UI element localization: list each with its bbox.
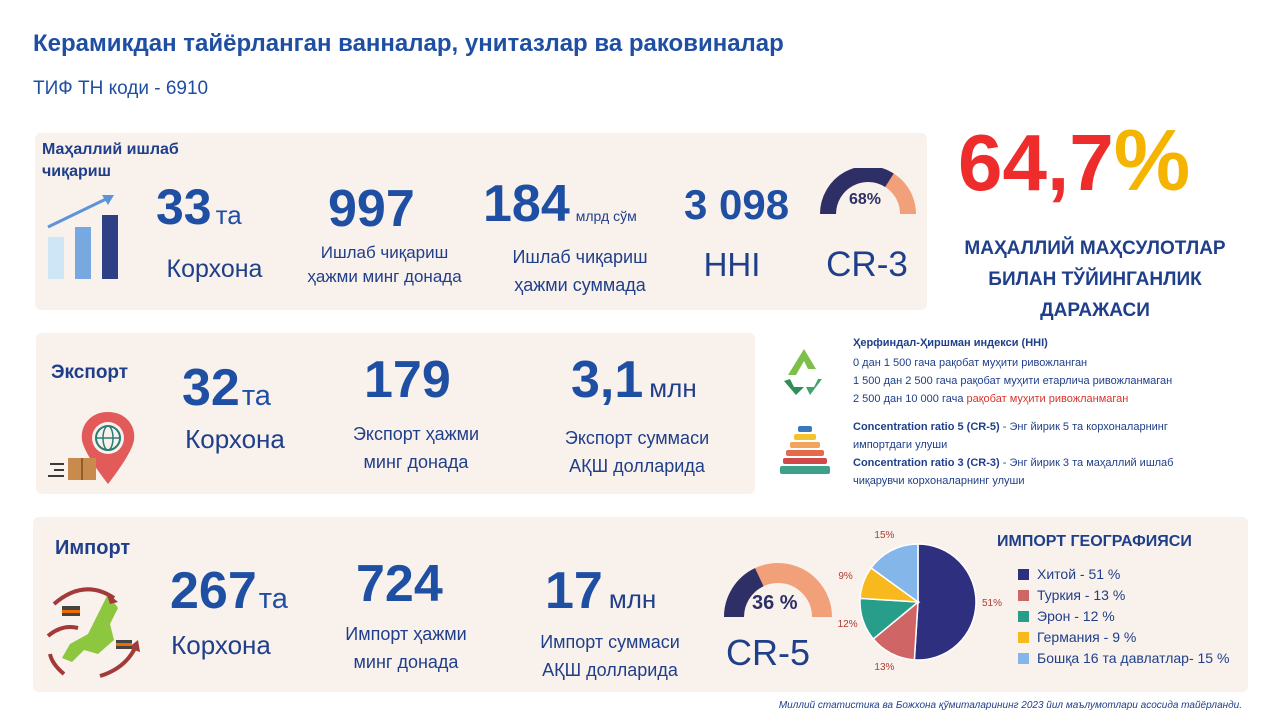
legend-swatch [1018, 590, 1029, 601]
export-panel [36, 333, 755, 494]
import-volume-value: 724 [356, 555, 443, 613]
import-volume-caption: Импорт ҳажми минг донада [345, 624, 467, 672]
local-production-label: Маҳаллий ишлаб чиқариш [42, 141, 179, 180]
cr3-gauge-fill [820, 168, 894, 215]
pie-slice [913, 543, 977, 661]
import-geography-title: ИМПОРТ ГЕОГРАФИЯСИ [997, 533, 1192, 550]
page-subtitle: ТИФ ТН коди - 6910 [33, 78, 209, 99]
hhi-info-title: Ҳерфиндал-Ҳиршман индекси (HHI) [853, 337, 1048, 349]
local-sum-value: 184 млрд сўм [483, 175, 637, 233]
local-volume-caption: Ишлаб чиқариш ҳажми минг донада [307, 243, 462, 286]
import-geography-pie [859, 543, 977, 661]
legend-label: Бошқа 16 та давлатлар- 15 % [1037, 650, 1230, 666]
pyramid-rings-icon [780, 426, 830, 474]
hhi-info-line-3: 2 500 дан 10 000 гача рақобат муҳити рив… [853, 393, 1129, 405]
export-globe-pin-icon [48, 412, 135, 484]
import-companies-value: 267та [170, 562, 288, 620]
export-volume-caption: Экспорт ҳажми минг донада [352, 424, 480, 472]
pie-slice-label: 13% [874, 661, 895, 673]
legend-item: Бошқа 16 та давлатлар- 15 % [1018, 650, 1229, 666]
hhi-caption: HHI [703, 246, 761, 283]
cr3-label: 68% [849, 191, 882, 208]
local-production-panel [35, 133, 927, 310]
recycle-icon [784, 349, 822, 395]
cr5-gauge-fill [724, 568, 764, 618]
import-sum-value: 17 млн [545, 562, 657, 620]
export-label: Экспорт [51, 362, 129, 383]
legend-item: Хитой - 51 % [1018, 566, 1120, 582]
hhi-info-line-2: 1 500 дан 2 500 гача рақобат муҳити етар… [853, 375, 1173, 387]
cr3-info-line-1: Concentration ratio 3 (CR-3) - Энг йирик… [853, 457, 1174, 469]
export-volume-value: 179 [364, 351, 451, 409]
saturation-value: 64,7% [958, 113, 1191, 209]
local-companies-caption: Корхона [166, 255, 263, 283]
page-title: Керамикдан тайёрланган ванналар, унитазл… [33, 30, 784, 57]
saturation-caption: МАҲАЛЛИЙ МАҲСУЛОТЛАР БИЛАН ТЎЙИНГАНЛИК Д… [964, 238, 1226, 321]
cr5-label: 36 % [752, 592, 798, 614]
legend-item: Эрон - 12 % [1018, 608, 1115, 624]
export-sum-caption: Экспорт суммаси АҚШ долларида [564, 428, 710, 476]
local-sum-caption: Ишлаб чиқариш ҳажми суммада [512, 247, 648, 295]
legend-label: Хитой - 51 % [1037, 566, 1121, 582]
legend-swatch [1018, 632, 1029, 643]
import-companies-caption: Корхона [171, 630, 271, 660]
cr5-info-line-1: Concentration ratio 5 (CR-5) - Энг йирик… [853, 421, 1168, 433]
legend-swatch [1018, 653, 1029, 664]
local-volume-value: 997 [328, 180, 415, 238]
source-note: Миллий статистика ва Божхона қўмиталарин… [778, 700, 1242, 711]
import-map-arrows-icon [46, 587, 140, 678]
bar-growth-icon [47, 195, 118, 279]
export-companies-value: 32та [182, 359, 271, 417]
import-sum-caption: Импорт суммаси АҚШ долларида [540, 632, 680, 680]
hhi-value: 3 098 [684, 181, 790, 228]
cr3-caption: CR-3 [826, 245, 908, 284]
export-sum-value: 3,1 млн [571, 351, 697, 409]
legend-label: Туркия - 13 % [1037, 587, 1126, 603]
cr3-info-line-2: чиқарувчи корхоналарнинг улуши [853, 475, 1025, 487]
legend-item: Туркия - 13 % [1018, 587, 1125, 603]
pie-slice-label: 51% [981, 598, 1002, 610]
export-companies-caption: Корхона [185, 424, 285, 454]
local-companies-value: 33 та [156, 179, 242, 235]
legend-swatch [1018, 569, 1029, 580]
pie-slice-label: 12% [837, 618, 858, 630]
import-panel [33, 517, 1248, 692]
pie-slice [870, 543, 919, 604]
pie-slice-label: 9% [838, 570, 853, 582]
hhi-info-line-1: 0 дан 1 500 гача рақобат муҳити ривожлан… [853, 357, 1088, 369]
import-label: Импорт [55, 537, 131, 559]
legend-label: Германия - 9 % [1037, 629, 1137, 645]
cr5-gauge [724, 563, 832, 618]
pie-slice-label: 15% [874, 530, 895, 542]
legend-label: Эрон - 12 % [1037, 608, 1115, 624]
cr3-gauge [820, 168, 916, 215]
legend-item: Германия - 9 % [1018, 629, 1136, 645]
cr5-info-line-2: импортдаги улуши [853, 439, 948, 451]
cr5-caption: CR-5 [725, 632, 810, 673]
legend-swatch [1018, 611, 1029, 622]
